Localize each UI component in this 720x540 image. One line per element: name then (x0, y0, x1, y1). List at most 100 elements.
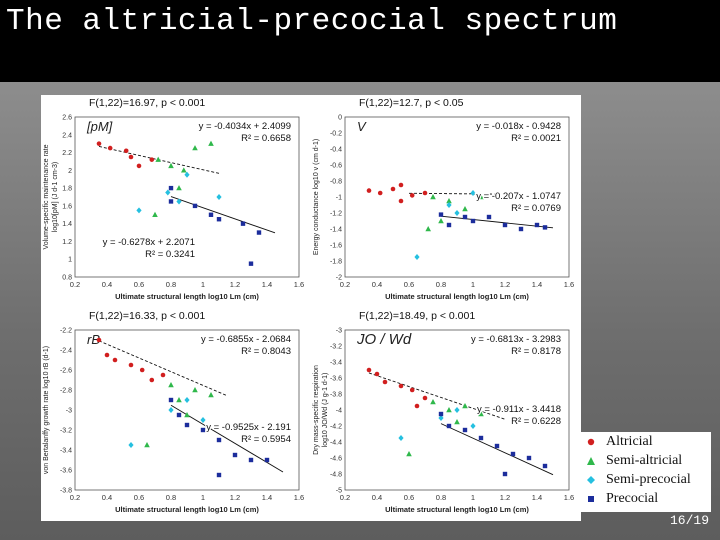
legend-marker (586, 437, 596, 447)
legend-marker (586, 494, 596, 504)
data-point (136, 207, 142, 214)
data-point (478, 411, 484, 417)
fit-equation: y = -0.6855x - 2.0684 (201, 334, 291, 345)
data-point (128, 154, 134, 160)
y-tick-label: -4.2 (330, 424, 342, 431)
legend-marker (586, 456, 596, 466)
fit-line (368, 372, 506, 420)
data-point (446, 423, 452, 429)
y-tick-label: -1.4 (330, 227, 342, 234)
data-point (462, 427, 468, 433)
data-point (96, 141, 102, 146)
data-point (446, 222, 452, 228)
y-tick-label: -4.4 (330, 440, 342, 447)
y-tick-label: -1.2 (330, 211, 342, 218)
data-point (128, 362, 134, 368)
data-point (430, 399, 436, 405)
y-tick-label: -4 (336, 408, 342, 415)
data-point (390, 186, 396, 192)
data-point (438, 415, 444, 421)
data-point (406, 451, 412, 457)
x-tick-label: 1 (471, 280, 475, 289)
data-point (494, 443, 500, 449)
data-point (176, 397, 182, 403)
y-tick-label: -3.6 (330, 376, 342, 383)
y-axis-label: Volume-specific maintenance rate (43, 144, 50, 249)
x-tick-label: 1 (201, 493, 205, 502)
x-tick-label: 0.2 (340, 280, 350, 289)
data-point (542, 463, 548, 469)
data-point (200, 427, 206, 433)
data-point (168, 185, 174, 191)
y-tick-label: -3.2 (60, 428, 72, 435)
legend-marker (586, 475, 596, 485)
x-tick-label: 0.2 (340, 493, 350, 502)
y-tick-label: 0 (338, 115, 342, 122)
x-tick-label: 0.6 (404, 493, 414, 502)
x-tick-label: 0.4 (372, 280, 382, 289)
data-point (232, 452, 238, 458)
data-point (430, 194, 436, 200)
data-point (409, 387, 415, 393)
y-tick-label: -1.6 (330, 243, 342, 250)
data-point (168, 199, 174, 204)
x-tick-label: 1.2 (230, 280, 240, 289)
stat-header: F(1,22)=12.7, p < 0.05 (359, 97, 464, 109)
data-point (152, 211, 158, 217)
data-point (398, 435, 404, 441)
data-point (534, 222, 540, 228)
data-point (478, 194, 484, 200)
chart-panel-maintenance: F(1,22)=16.97, p < 0.001 [pM] 0.2 0.4 0.6 0.8… (41, 95, 311, 308)
y-tick-label: 1.2 (62, 239, 72, 246)
x-tick-label: 0.8 (436, 280, 446, 289)
data-point (208, 140, 214, 146)
y-tick-label: -3.4 (60, 448, 72, 455)
data-point (168, 397, 174, 403)
data-point (414, 403, 420, 409)
slide-title: The altricial-precocial spectrum (6, 4, 618, 39)
data-point (123, 148, 129, 154)
data-point (470, 423, 476, 429)
fit-line (170, 196, 276, 234)
stat-header: F(1,22)=16.33, p < 0.001 (89, 310, 205, 322)
data-point (192, 145, 198, 151)
x-tick-label: 1.4 (262, 493, 272, 502)
data-point (256, 230, 262, 235)
fit-r-squared: R² = 0.8178 (511, 346, 561, 357)
fit-line (170, 404, 284, 473)
data-point (216, 437, 222, 443)
x-tick-label: 1.2 (500, 280, 510, 289)
data-point (438, 218, 444, 224)
x-tick-label: 1.6 (564, 493, 574, 502)
data-point (192, 203, 198, 209)
chart-symbol: V (357, 119, 367, 134)
data-point (184, 412, 190, 418)
x-tick-label: 1.4 (532, 280, 542, 289)
data-point (462, 214, 468, 220)
x-tick-label: 1.2 (500, 493, 510, 502)
y-tick-label: 1.4 (62, 221, 72, 228)
x-tick-label: 0.6 (134, 493, 144, 502)
data-point (216, 472, 222, 478)
page-number: 16/19 (669, 513, 709, 528)
data-point (128, 442, 134, 448)
data-point (526, 455, 532, 461)
data-point (248, 261, 254, 266)
fit-r-squared: R² = 0.0021 (511, 133, 561, 144)
y-tick-label: -3.2 (330, 344, 342, 351)
y-axis-label: log10[pM] (J d-1 cm-3) (52, 162, 59, 232)
fit-r-squared: R² = 0.0769 (511, 203, 561, 214)
y-tick-label: 2 (68, 168, 72, 175)
data-point (425, 226, 431, 232)
chart-symbol: rB (87, 332, 100, 347)
y-tick-label: -2.2 (60, 328, 72, 335)
x-tick-label: 1 (201, 280, 205, 289)
legend-item-semi-precocial: Semi-precocial (586, 471, 691, 489)
y-tick-label: -0.4 (330, 147, 342, 154)
legend-label: Altricial (606, 434, 653, 449)
x-tick-label: 1.4 (532, 493, 542, 502)
data-point (374, 371, 380, 377)
data-point (422, 395, 428, 401)
data-point (409, 193, 415, 198)
data-point (446, 198, 452, 204)
